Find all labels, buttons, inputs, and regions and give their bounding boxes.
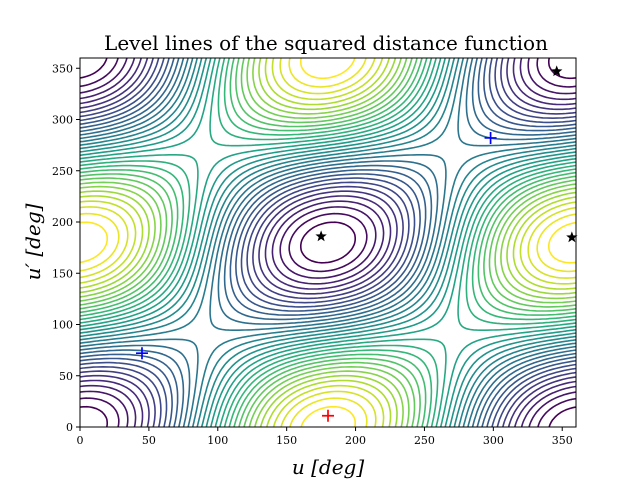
contour-level-line [80,58,576,427]
critical-point-markers [136,65,578,422]
minimum-plus-marker [322,409,334,422]
contour-level-line [80,58,576,427]
contour-level-line [80,58,576,427]
contour-level-line [80,58,576,427]
contour-level-line [80,58,576,427]
contour-level-line [80,58,576,427]
contour-level-line [80,58,576,427]
x-tick-label: 100 [207,434,228,447]
y-tick-label: 300 [52,114,73,127]
contour-level-line [80,58,576,427]
x-axis-label: u [deg] [292,455,364,479]
contour-level-line [80,58,576,427]
y-tick-label: 250 [52,165,73,178]
contour-level-line [80,58,576,427]
contour-level-line [80,58,576,427]
minimum-plus-marker [136,347,148,360]
contour-level-line [80,58,576,427]
x-tick-label: 50 [142,434,156,447]
y-tick-label: 100 [52,319,73,332]
contour-level-line [80,58,576,427]
contour-level-line [80,58,576,427]
contour-level-line [80,58,576,427]
chart-title: Level lines of the squared distance func… [104,31,548,55]
saddle-star-marker [566,231,578,243]
contour-level-line [80,58,576,427]
contour-level-line [80,58,576,427]
y-tick-label: 200 [52,216,73,229]
contour-level-line [80,58,576,427]
contour-level-line [80,58,576,427]
plot-frame [79,57,577,428]
contour-level-line [80,58,576,427]
x-tick-label: 300 [483,434,504,447]
x-tick-label: 150 [276,434,297,447]
contour-level-line [80,58,576,427]
x-axis-ticks: 0 50 100 150 200 250 300 350 [77,427,573,447]
y-tick-label: 0 [66,421,73,434]
saddle-star-marker [315,230,327,242]
contour-level-line [80,58,576,427]
y-tick-label: 150 [52,267,73,280]
contour-level-line [80,58,576,427]
x-tick-label: 250 [414,434,435,447]
contour-level-line [80,58,576,427]
y-axis-label: u′ [deg] [21,203,45,280]
minimum-plus-marker [484,131,497,144]
contour-level-line [80,58,576,427]
contour-level-line [80,58,576,427]
contour-lines [80,58,576,427]
x-tick-label: 0 [77,434,84,447]
y-tick-label: 50 [59,370,73,383]
contour-level-line [80,58,576,427]
y-tick-label: 350 [52,62,73,75]
contour-level-line [80,58,576,427]
x-tick-label: 350 [552,434,573,447]
contour-level-line [80,58,576,427]
contour-level-line [80,58,576,427]
contour-level-line [80,58,576,427]
x-tick-label: 200 [345,434,366,447]
contour-level-line [80,58,576,427]
contour-level-line [80,58,576,427]
contour-level-line [80,58,576,427]
y-axis-ticks: 0 50 100 150 200 250 300 350 [52,62,80,434]
saddle-star-marker [551,65,563,77]
